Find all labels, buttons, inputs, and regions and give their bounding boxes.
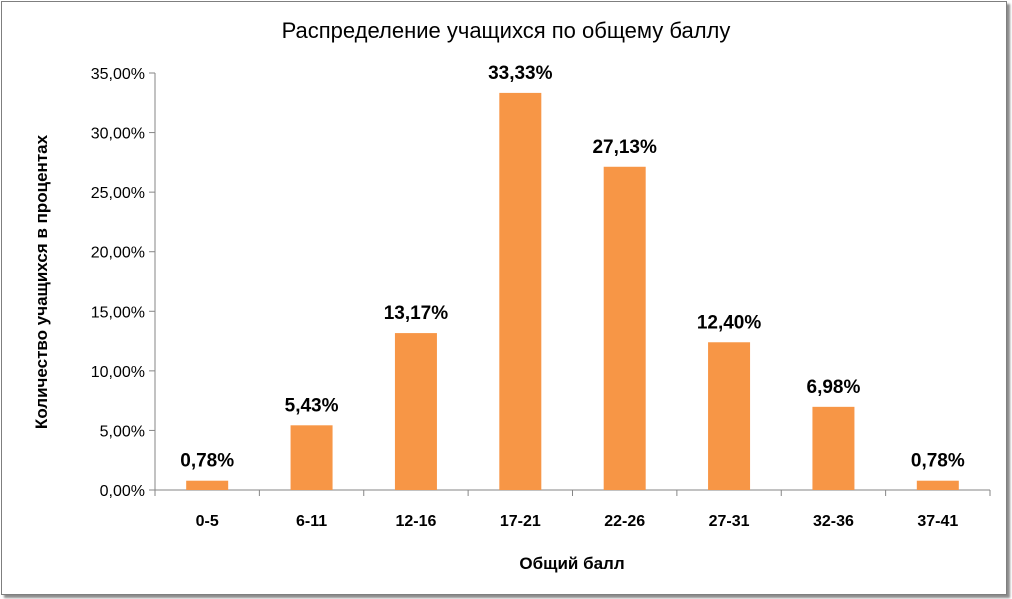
data-label: 0,78% xyxy=(911,451,965,472)
data-label: 33,33% xyxy=(488,63,553,84)
y-tick-label: 0,00% xyxy=(100,483,145,500)
data-label: 0,78% xyxy=(180,451,234,472)
y-tick-label: 35,00% xyxy=(91,66,145,83)
x-tick-label: 17-21 xyxy=(500,513,541,530)
data-label: 5,43% xyxy=(285,395,339,416)
y-tick-label: 20,00% xyxy=(91,245,145,262)
data-label: 12,40% xyxy=(697,312,762,333)
bar-17-21 xyxy=(499,92,542,491)
bar-27-31 xyxy=(708,342,751,490)
chart-title: Распределение учащихся по общему баллу xyxy=(282,18,731,43)
y-tick-label: 30,00% xyxy=(91,126,145,143)
x-tick-label: 0-5 xyxy=(196,513,219,530)
y-tick-label: 25,00% xyxy=(91,185,145,202)
y-tick-label: 15,00% xyxy=(91,304,145,321)
data-label: 6,98% xyxy=(807,377,861,398)
y-axis-title: Количество учащихся в процентах xyxy=(32,134,51,429)
data-label: 27,13% xyxy=(592,137,657,158)
x-tick-label: 22-26 xyxy=(604,513,645,530)
x-tick-label: 37-41 xyxy=(917,513,958,530)
bar-22-26 xyxy=(603,166,646,490)
x-tick-label: 27-31 xyxy=(709,513,750,530)
data-label: 13,17% xyxy=(384,303,449,324)
bar-0-5 xyxy=(186,480,229,490)
bar-32-36 xyxy=(812,406,855,490)
x-tick-label: 32-36 xyxy=(813,513,854,530)
data-labels: 0,78% 5,43% 13,17% 33,33% 27,13% 12,40% 6,98% 0… xyxy=(180,63,965,472)
y-tick-label: 5,00% xyxy=(100,423,145,440)
bars xyxy=(186,92,959,491)
y-tick-label: 10,00% xyxy=(91,364,145,381)
axes: 0,00% 5,00% 10,00% 15,00% 20,00% 25,00% 30,00%… xyxy=(91,66,991,530)
bar-12-16 xyxy=(394,333,437,490)
bar-6-11 xyxy=(290,425,333,490)
x-tick-label: 6-11 xyxy=(296,513,327,530)
x-tick-label: 12-16 xyxy=(395,513,436,530)
x-axis-title: Общий балл xyxy=(519,554,624,573)
bar-37-41 xyxy=(916,480,959,490)
